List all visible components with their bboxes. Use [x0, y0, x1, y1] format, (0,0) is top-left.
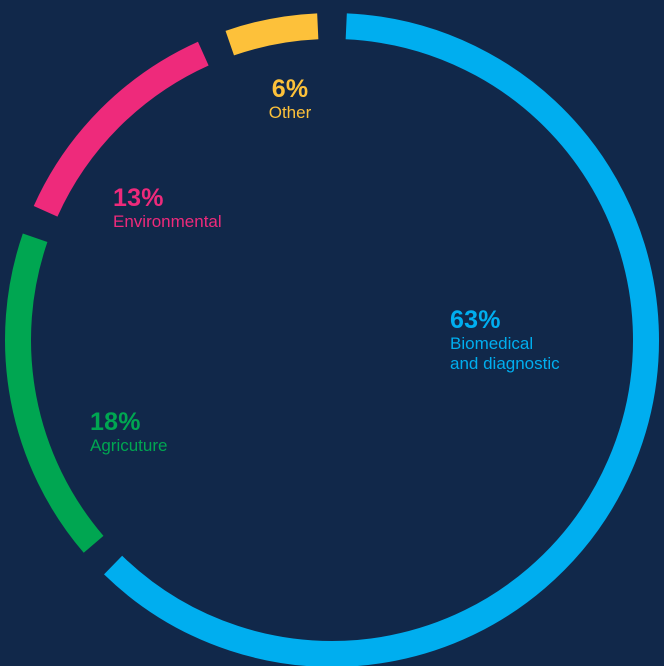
slice-value-other: 6% [271, 75, 309, 103]
label-other: 6% Other [260, 77, 320, 123]
slice-label-other: Other [268, 103, 312, 122]
slice-label-biomedical-line2: and diagnostic [450, 354, 560, 373]
label-agriculture: 18% Agricuture [90, 410, 167, 456]
label-environmental: 13% Environmental [113, 186, 222, 232]
slice-arc-agricuture [5, 233, 104, 553]
label-biomedical: 63% Biomedical and diagnostic [450, 308, 560, 374]
slice-label-agriculture: Agricuture [90, 436, 168, 455]
slice-value-agriculture: 18% [90, 408, 141, 436]
slice-value-biomedical: 63% [450, 306, 501, 334]
slice-value-environmental: 13% [113, 184, 164, 212]
slice-arc-biomedical [104, 13, 659, 666]
slice-label-biomedical-line1: Biomedical [450, 334, 534, 353]
slice-arc-other [225, 13, 319, 56]
slice-arc-environmental [33, 41, 209, 217]
slice-label-environmental: Environmental [113, 212, 222, 231]
slice-label-biomedical: Biomedical and diagnostic [450, 334, 560, 374]
